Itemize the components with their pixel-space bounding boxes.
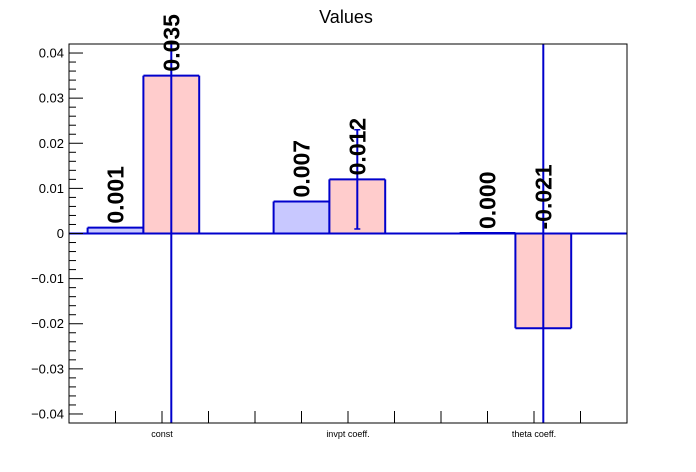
ytick-label: 0.02 <box>39 136 64 151</box>
data-label-a-1: 0.007 <box>289 140 315 198</box>
data-label-b-1: 0.012 <box>344 118 370 176</box>
ytick-label: −0.03 <box>31 361 64 376</box>
xtick-label-0: const <box>151 429 173 439</box>
data-label-a-0: 0.001 <box>103 166 129 224</box>
ytick-label: 0 <box>57 226 64 241</box>
ytick-label: −0.04 <box>31 406 64 421</box>
xtick-label-1: invpt coeff. <box>326 429 369 439</box>
labels-layer: 0.001 0.035 0.007 0.012 0.000 -0.021 <box>103 14 557 230</box>
data-label-b-2: -0.021 <box>530 164 556 229</box>
chart-title: Values <box>319 7 373 27</box>
axes-layer: const invpt coeff. theta coeff. −0.04 −0.03 −… <box>31 43 628 439</box>
ytick-label: −0.01 <box>31 271 64 286</box>
ytick-label: 0.03 <box>39 91 64 106</box>
data-label-b-0: 0.035 <box>158 14 184 72</box>
errors-layer <box>170 44 545 423</box>
bar-a-1 <box>273 201 330 234</box>
ytick-label: 0.01 <box>39 181 64 196</box>
ytick-label: −0.02 <box>31 316 64 331</box>
data-label-a-2: 0.000 <box>475 171 501 229</box>
bar-a-0 <box>87 227 144 234</box>
xtick-label-2: theta coeff. <box>512 429 556 439</box>
ytick-label: 0.04 <box>39 46 64 61</box>
